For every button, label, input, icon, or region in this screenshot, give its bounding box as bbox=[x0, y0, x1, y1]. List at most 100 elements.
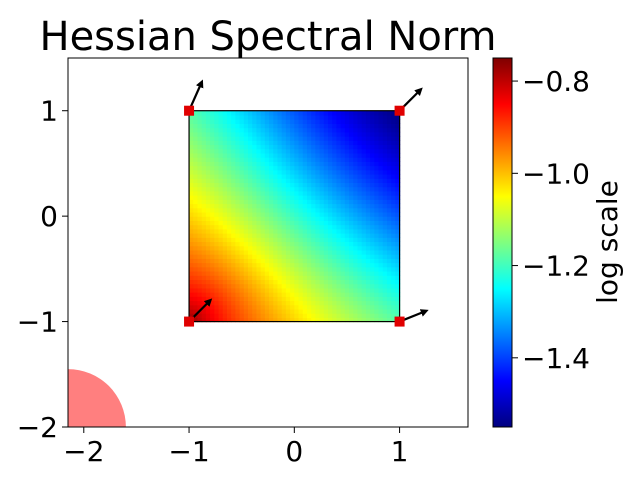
heatmap-cell bbox=[386, 157, 392, 162]
heatmap-cell bbox=[395, 152, 401, 158]
heatmap-cell bbox=[222, 233, 228, 238]
heatmap-cell bbox=[189, 131, 194, 137]
heatmap-cell bbox=[357, 119, 363, 124]
heatmap-cell bbox=[248, 317, 253, 323]
heatmap-cell bbox=[285, 165, 291, 171]
heatmap-cell bbox=[277, 195, 283, 200]
heatmap-cell bbox=[243, 313, 249, 318]
heatmap-cell bbox=[344, 127, 350, 133]
heatmap-cell bbox=[294, 148, 300, 154]
heatmap-cell bbox=[344, 317, 350, 323]
heatmap-cell bbox=[214, 220, 220, 226]
heatmap-cell bbox=[374, 275, 380, 280]
heatmap-cell bbox=[298, 119, 304, 124]
heatmap-cell bbox=[285, 287, 291, 293]
heatmap-cell bbox=[201, 110, 207, 116]
heatmap-cell bbox=[222, 241, 228, 247]
heatmap-cell bbox=[382, 224, 388, 230]
heatmap-cell bbox=[315, 220, 321, 226]
heatmap-cell bbox=[349, 275, 354, 280]
heatmap-cell bbox=[357, 254, 363, 259]
heatmap-cell bbox=[323, 131, 329, 137]
heatmap-cell bbox=[281, 173, 287, 179]
heatmap-cell bbox=[189, 211, 194, 217]
heatmap-cell bbox=[214, 262, 220, 268]
heatmap-cell bbox=[235, 224, 241, 230]
heatmap-cell bbox=[302, 287, 308, 293]
heatmap-cell bbox=[302, 275, 308, 280]
heatmap-cell bbox=[193, 161, 199, 167]
heatmap-cell bbox=[365, 123, 371, 129]
heatmap-cell bbox=[336, 275, 342, 280]
heatmap-cell bbox=[235, 152, 241, 158]
heatmap-cell bbox=[357, 266, 363, 272]
heatmap-cell bbox=[205, 220, 211, 226]
heatmap-cell bbox=[226, 144, 232, 150]
heatmap-cell bbox=[218, 203, 224, 209]
heatmap-cell bbox=[222, 275, 228, 280]
heatmap-cell bbox=[243, 270, 249, 276]
heatmap-cell bbox=[353, 195, 359, 200]
heatmap-cell bbox=[226, 161, 232, 167]
heatmap-cell bbox=[370, 119, 375, 124]
heatmap-cell bbox=[193, 190, 199, 196]
heatmap-cell bbox=[386, 190, 392, 196]
heatmap-cell bbox=[311, 262, 316, 268]
heatmap-cell bbox=[277, 148, 283, 154]
heatmap-cell bbox=[365, 228, 371, 234]
heatmap-cell bbox=[281, 119, 287, 124]
heatmap-cell bbox=[370, 114, 375, 120]
heatmap-cell bbox=[395, 287, 401, 293]
heatmap-cell bbox=[193, 275, 199, 280]
heatmap-cell bbox=[260, 317, 266, 323]
heatmap-cell bbox=[378, 245, 384, 251]
heatmap-cell bbox=[269, 131, 274, 137]
heatmap-cell bbox=[336, 262, 342, 268]
heatmap-cell bbox=[319, 249, 325, 255]
heatmap-cell bbox=[349, 114, 354, 120]
heatmap-cell bbox=[269, 262, 274, 268]
heatmap-cell bbox=[256, 275, 262, 280]
heatmap-cell bbox=[302, 233, 308, 238]
heatmap-cell bbox=[294, 266, 300, 272]
heatmap-cell bbox=[298, 186, 304, 192]
heatmap-cell bbox=[298, 270, 304, 276]
heatmap-cell bbox=[231, 148, 236, 154]
heatmap-cell bbox=[189, 270, 194, 276]
heatmap-cell bbox=[252, 127, 258, 133]
heatmap-cell bbox=[344, 144, 350, 150]
heatmap-cell bbox=[218, 140, 224, 146]
heatmap-cell bbox=[189, 199, 194, 205]
heatmap-cell bbox=[290, 203, 295, 209]
heatmap-cell bbox=[344, 165, 350, 171]
heatmap-cell bbox=[357, 186, 363, 192]
heatmap-cell bbox=[319, 216, 325, 221]
heatmap-cell bbox=[214, 245, 220, 251]
heatmap-cell bbox=[269, 203, 274, 209]
heatmap-cell bbox=[361, 300, 367, 306]
heatmap-cell bbox=[353, 148, 359, 154]
heatmap-cell bbox=[222, 136, 228, 141]
heatmap-cell bbox=[344, 211, 350, 217]
heatmap-cell bbox=[323, 262, 329, 268]
heatmap-cell bbox=[306, 114, 312, 120]
heatmap-cell bbox=[361, 228, 367, 234]
heatmap-cell bbox=[231, 178, 236, 184]
heatmap-cell bbox=[235, 287, 241, 293]
heatmap-cell bbox=[382, 190, 388, 196]
heatmap-cell bbox=[235, 292, 241, 297]
heatmap-cell bbox=[349, 161, 354, 167]
heatmap-cell bbox=[365, 249, 371, 255]
heatmap-cell bbox=[197, 304, 203, 310]
heatmap-cell bbox=[210, 140, 215, 146]
heatmap-cell bbox=[332, 178, 338, 184]
heatmap-cell bbox=[319, 165, 325, 171]
heatmap-cell bbox=[273, 157, 279, 162]
heatmap-cell bbox=[235, 211, 241, 217]
corner-marker bbox=[184, 316, 195, 327]
heatmap-cell bbox=[336, 245, 342, 251]
heatmap-cell bbox=[370, 275, 375, 280]
heatmap-cell bbox=[357, 123, 363, 129]
heatmap-cell bbox=[311, 165, 316, 171]
heatmap-cell bbox=[298, 131, 304, 137]
